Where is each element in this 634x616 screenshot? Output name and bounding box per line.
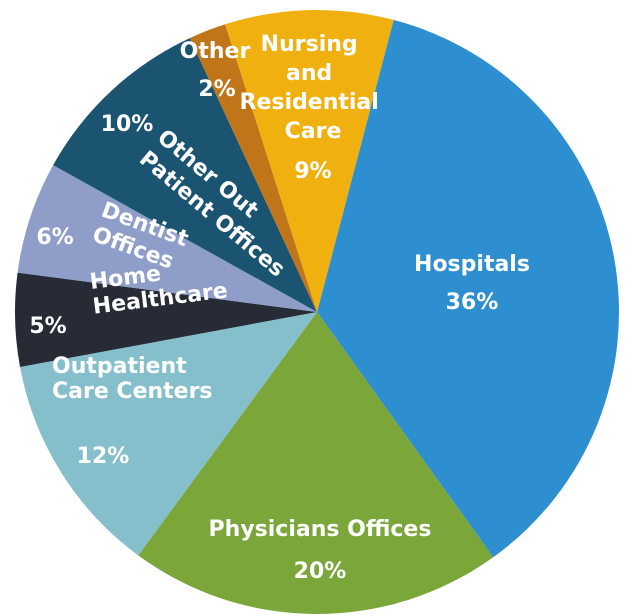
label-line: Outpatient xyxy=(52,354,194,379)
label-line: Residential xyxy=(240,90,387,115)
label-line: Nursing xyxy=(261,32,366,57)
value-label: 6% xyxy=(36,225,73,250)
slice-label: Outpatient Care Centers xyxy=(52,354,213,404)
pie-slice xyxy=(138,312,494,614)
label-line: Hospitals xyxy=(414,252,530,277)
slice-label: Nursing and Residential Care xyxy=(240,32,387,144)
slice-label: Physicians Offices xyxy=(209,517,432,542)
value-label: 12% xyxy=(77,444,130,469)
value-label: 36% xyxy=(446,290,499,315)
label-line: and xyxy=(286,61,340,86)
value-label: 2% xyxy=(198,77,235,102)
slice-label: Hospitals xyxy=(414,252,530,277)
label-line: Other xyxy=(180,39,251,64)
slice-label: Other xyxy=(180,39,251,64)
pie-slice xyxy=(317,19,619,558)
value-label: 9% xyxy=(294,159,331,184)
label-line: Care Centers xyxy=(52,379,213,404)
value-label: 5% xyxy=(29,314,66,339)
pie-slice xyxy=(17,165,318,312)
value-label: 10% xyxy=(101,112,154,137)
label-line: Physicians Offices xyxy=(209,517,432,542)
pie-slice xyxy=(225,10,394,313)
label-line: Care xyxy=(285,119,342,144)
value-label: 20% xyxy=(294,559,347,584)
pie-slice xyxy=(53,38,317,313)
pie-slice xyxy=(189,24,317,312)
pie-slice xyxy=(15,272,318,368)
pie-slice xyxy=(20,312,318,556)
